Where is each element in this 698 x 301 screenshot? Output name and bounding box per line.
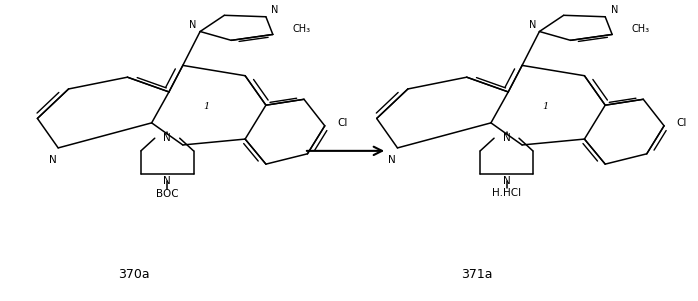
Text: CH₃: CH₃ (632, 24, 650, 34)
Text: N: N (49, 155, 57, 165)
Text: N: N (528, 20, 536, 30)
Text: CH₃: CH₃ (292, 24, 311, 34)
Text: N: N (163, 133, 171, 143)
Text: N: N (503, 133, 510, 143)
Text: N: N (163, 176, 171, 186)
Text: N: N (388, 155, 396, 165)
Text: 371a: 371a (461, 268, 493, 281)
Text: N: N (189, 20, 197, 30)
Text: Cl: Cl (337, 118, 348, 128)
Text: 1: 1 (203, 102, 209, 111)
Text: BOC: BOC (156, 189, 179, 199)
Text: H.HCl: H.HCl (492, 188, 521, 198)
Text: N: N (611, 5, 618, 15)
Text: 1: 1 (542, 102, 549, 111)
Text: N: N (272, 5, 279, 15)
Text: 370a: 370a (119, 268, 150, 281)
Text: Cl: Cl (676, 118, 687, 128)
Text: N: N (503, 176, 510, 186)
